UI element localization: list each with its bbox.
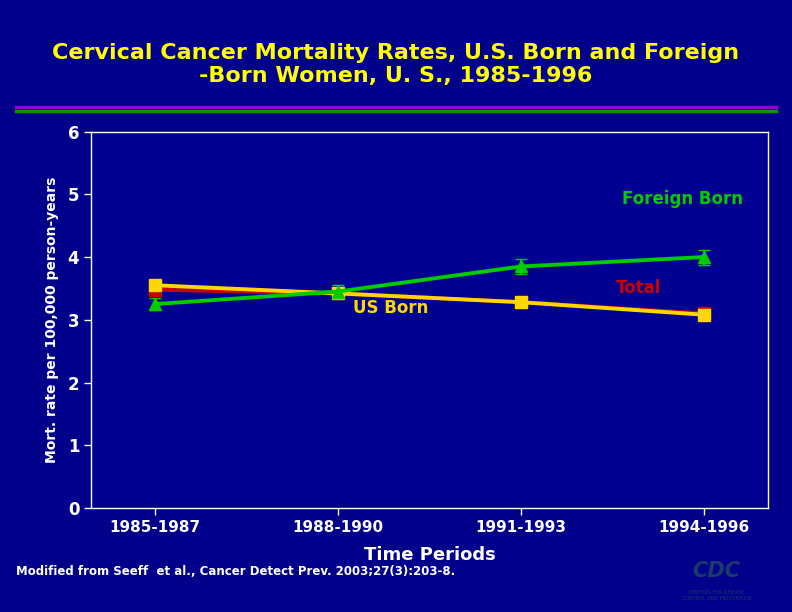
Text: Modified from Seeff  et al., Cancer Detect Prev. 2003;27(3):203-8.: Modified from Seeff et al., Cancer Detec… [16,565,455,578]
Text: Foreign Born: Foreign Born [622,190,743,207]
Text: CDC: CDC [692,561,741,581]
Text: Cervical Cancer Mortality Rates, U.S. Born and Foreign
-Born Women, U. S., 1985-: Cervical Cancer Mortality Rates, U.S. Bo… [52,43,740,86]
Text: Total: Total [616,280,661,297]
Text: CENTERS FOR DISEASE
CONTROL AND PREVENTION: CENTERS FOR DISEASE CONTROL AND PREVENTI… [682,590,751,601]
Y-axis label: Mort. rate per 100,000 person-years: Mort. rate per 100,000 person-years [45,177,59,463]
X-axis label: Time Periods: Time Periods [364,546,496,564]
Text: US Born: US Born [352,299,428,318]
